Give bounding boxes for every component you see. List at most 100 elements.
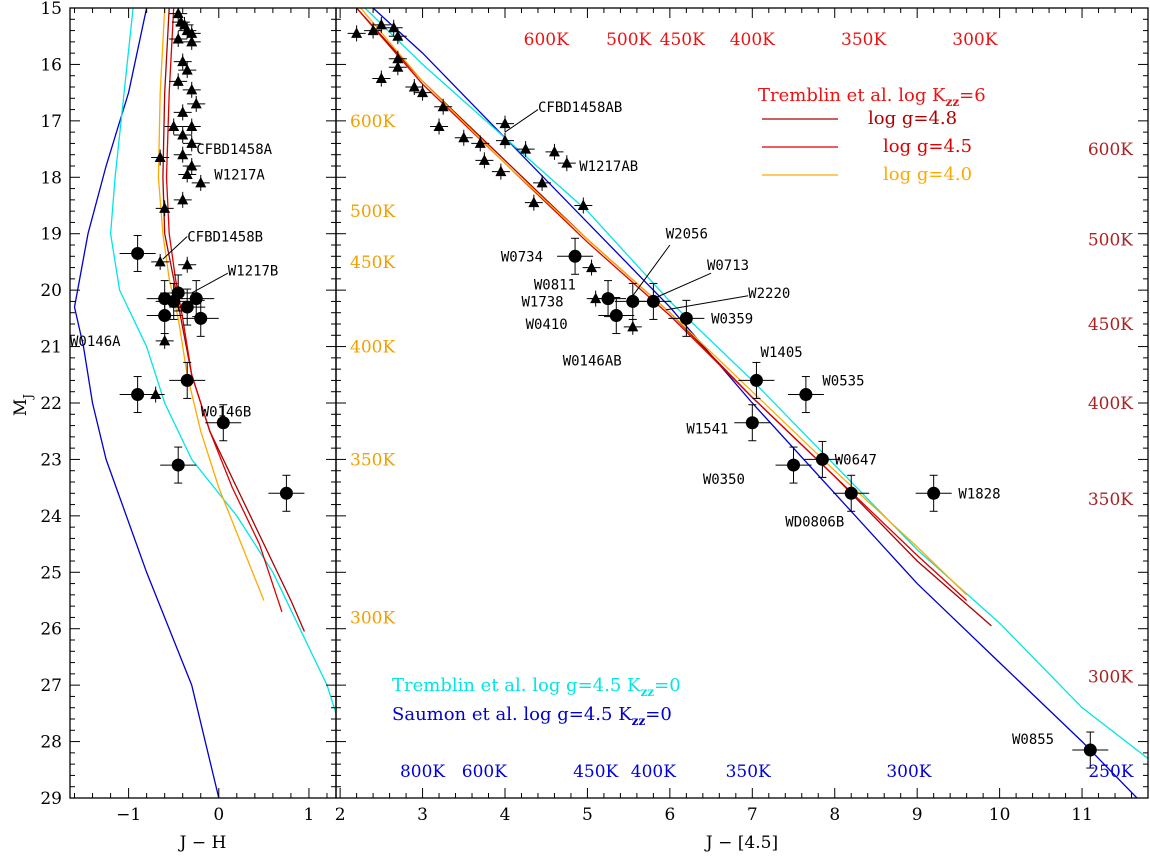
- object-label: W0410: [526, 317, 568, 333]
- object-label: CFBD1458AB: [538, 100, 622, 116]
- x-tick-label: 10: [989, 805, 1011, 825]
- x-tick-label: 0: [213, 805, 224, 825]
- triangle-point: [186, 27, 198, 38]
- triangle-point: [437, 100, 449, 112]
- y-tick-label: 21: [40, 338, 62, 358]
- legend-title: Tremblin et al. log Kzz=6: [758, 85, 986, 109]
- triangle-point: [536, 176, 548, 188]
- object-label: W0146A: [70, 334, 121, 350]
- data-points: [119, 8, 305, 512]
- temperature-label-left: 300K: [350, 608, 395, 628]
- model-curve-saumon: [73, 8, 220, 798]
- legend-entry-label: log g=4.0: [883, 164, 972, 185]
- triangle-point: [478, 154, 490, 165]
- object-label: W0811: [534, 278, 576, 294]
- triangle-point: [474, 137, 486, 148]
- model-curve-logg45: [165, 8, 283, 613]
- triangle-point: [177, 106, 189, 117]
- triangle-point: [499, 134, 511, 146]
- temperature-label-right: 450K: [1088, 315, 1133, 335]
- object-label: W0535: [822, 373, 864, 389]
- triangle-point: [172, 8, 184, 19]
- x-axis-label: J − [4.5]: [704, 833, 778, 853]
- triangle-point: [150, 388, 162, 400]
- x-tick-label: 3: [417, 805, 428, 825]
- temperature-label-right: 500K: [1088, 230, 1133, 250]
- triangle-point: [186, 83, 198, 95]
- circle-point: [180, 373, 194, 387]
- circle-point: [679, 311, 693, 325]
- triangle-point: [499, 117, 511, 129]
- circle-point: [815, 452, 829, 466]
- object-label: W1217AB: [579, 159, 638, 175]
- y-tick-label: 18: [40, 168, 62, 188]
- object-label: W1828: [958, 486, 1000, 502]
- triangle-point: [577, 199, 589, 210]
- object-label: W0855: [1012, 732, 1054, 748]
- x-tick-label: 1: [304, 805, 315, 825]
- circle-point: [279, 486, 293, 500]
- temperature-label-bottom: 800K: [400, 762, 445, 782]
- temperature-label-top: 500K: [606, 30, 651, 50]
- temperature-label-right: 400K: [1088, 394, 1133, 414]
- temperature-label-top: 400K: [730, 30, 775, 50]
- triangle-point: [590, 292, 602, 304]
- triangle-point: [154, 151, 166, 163]
- legend-saumon-kzz0: Saumon et al. log g=4.5 Kzz=0: [392, 704, 672, 728]
- annotations: MJ 600K 500K 450K 400K 350K 300K 600K 500K 450K 40…: [11, 30, 1134, 782]
- object-label: CFBD1458B: [187, 230, 263, 246]
- circle-point: [171, 458, 185, 472]
- y-tick-label: 17: [40, 112, 62, 132]
- legend-saumon-kzz0-tail: =0: [645, 704, 672, 725]
- triangle-point: [159, 202, 171, 213]
- circle-point: [609, 309, 623, 323]
- right-panel: CFBD1458AB W1217AB W0734 W2056 W0713 W0811 W22…: [335, 7, 1149, 853]
- triangle-point: [433, 120, 445, 131]
- object-label: W0647: [835, 452, 877, 468]
- temperature-label-left: 600K: [350, 112, 395, 132]
- temperature-label-top: 300K: [952, 30, 997, 50]
- label-pointer-line: [162, 236, 188, 260]
- x-tick-label: 9: [912, 805, 923, 825]
- y-tick-label: 23: [40, 450, 62, 470]
- triangle-point: [561, 157, 573, 168]
- triangle-point: [392, 30, 404, 41]
- legend-saumon-kzz0-main: Saumon et al. log g=4.5 K: [392, 704, 632, 725]
- x-tick-label: 11: [1071, 805, 1093, 825]
- left-panel: CFBD1458A W1217A CFBD1458B W1217B W0146A W014…: [40, 0, 337, 853]
- data-points: [347, 16, 1109, 769]
- x-axis-label: J − H: [178, 833, 227, 853]
- object-label: W0734: [501, 249, 543, 265]
- triangle-point: [177, 193, 189, 205]
- circle-point: [601, 292, 615, 306]
- y-tick-label: 20: [40, 281, 62, 301]
- legend-title-main: Tremblin et al. log K: [758, 85, 946, 106]
- triangle-point: [375, 72, 387, 84]
- model-curve-saumon: [372, 8, 1138, 798]
- temperature-label-top: 600K: [524, 30, 569, 50]
- y-tick-label: 19: [40, 225, 62, 245]
- model-curve-tremblin_kzz0: [109, 8, 336, 714]
- circle-point: [749, 373, 763, 387]
- legend-tremblin-kzz0: Tremblin et al. log g=4.5 Kzz=0: [392, 675, 681, 699]
- object-label: W1738: [521, 294, 563, 310]
- object-label: W0359: [711, 311, 753, 327]
- label-pointer-line: [653, 272, 712, 300]
- legend-tremblin-kzz0-sub: zz: [640, 685, 654, 699]
- temperature-label-bottom: 350K: [726, 762, 771, 782]
- triangle-point: [181, 168, 193, 179]
- object-label: W0146B: [201, 404, 252, 420]
- triangle-point: [177, 55, 189, 67]
- triangle-point: [408, 81, 420, 92]
- object-label: W1405: [761, 345, 803, 361]
- triangle-point: [181, 64, 193, 75]
- temperature-label-left: 400K: [350, 338, 395, 358]
- model-curve-logg40: [360, 8, 968, 596]
- temperature-label-left: 450K: [350, 253, 395, 273]
- legend-title-sub: zz: [946, 95, 960, 109]
- triangle-point: [172, 33, 184, 44]
- triangle-point: [186, 120, 198, 131]
- circle-point: [745, 416, 759, 430]
- circle-point: [787, 458, 801, 472]
- circle-point: [799, 388, 813, 402]
